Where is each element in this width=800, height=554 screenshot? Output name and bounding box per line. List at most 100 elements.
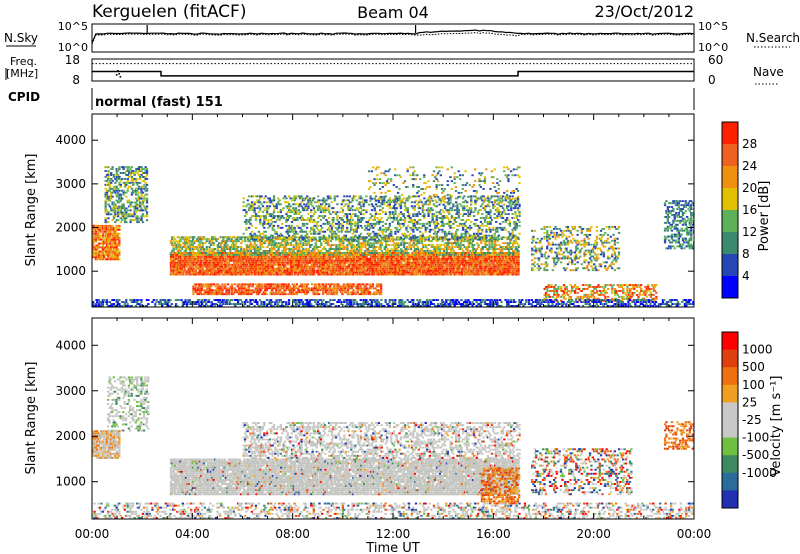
power-echo bbox=[420, 257, 424, 260]
power-echo bbox=[375, 261, 378, 264]
power-echo bbox=[295, 255, 298, 258]
power-echo bbox=[194, 246, 197, 248]
power-echo bbox=[418, 265, 421, 268]
power-echo bbox=[476, 259, 479, 262]
power-echo bbox=[274, 271, 277, 274]
power-echo bbox=[368, 265, 371, 268]
power-echo bbox=[92, 244, 95, 247]
power-echo bbox=[382, 269, 385, 272]
power-echo bbox=[419, 273, 422, 276]
power-echo bbox=[212, 263, 215, 266]
power-echo bbox=[247, 253, 250, 256]
power-echo bbox=[430, 267, 433, 270]
power-echo bbox=[470, 253, 473, 256]
power-echo bbox=[455, 261, 458, 264]
power-echo bbox=[340, 240, 344, 243]
power-echo bbox=[293, 257, 297, 260]
power-echo bbox=[282, 246, 286, 248]
power-echo bbox=[434, 273, 437, 276]
power-echo bbox=[198, 238, 201, 241]
power-echo bbox=[247, 259, 250, 262]
power-echo bbox=[277, 252, 280, 254]
power-echo bbox=[169, 257, 173, 260]
power-echo bbox=[141, 191, 145, 194]
power-echo bbox=[269, 261, 272, 264]
power-echo bbox=[200, 269, 203, 272]
power-echo bbox=[383, 252, 386, 254]
power-echo bbox=[307, 265, 310, 268]
power-echo bbox=[197, 265, 200, 268]
power-echo bbox=[438, 246, 442, 248]
power-echo bbox=[94, 248, 98, 251]
power-echo bbox=[133, 209, 136, 212]
power-echo bbox=[361, 261, 364, 264]
power-echo bbox=[269, 265, 272, 268]
power-echo bbox=[500, 246, 504, 248]
power-echo bbox=[263, 221, 266, 223]
power-echo bbox=[213, 271, 217, 274]
power-echo bbox=[494, 255, 497, 258]
power-echo bbox=[327, 263, 330, 266]
power-echo bbox=[209, 240, 213, 243]
power-echo bbox=[436, 263, 439, 266]
power-echo bbox=[109, 256, 113, 259]
power-echo bbox=[180, 248, 184, 250]
power-echo bbox=[256, 248, 259, 250]
power-echo bbox=[300, 259, 304, 262]
power-echo bbox=[467, 259, 470, 262]
power-echo bbox=[129, 203, 132, 206]
nsearch-tick-bottom: 10^0 bbox=[698, 41, 728, 54]
power-echo bbox=[393, 253, 396, 256]
power-echo bbox=[506, 242, 509, 245]
power-echo bbox=[345, 269, 348, 272]
power-echo bbox=[307, 259, 310, 262]
power-echo bbox=[247, 250, 250, 252]
power-echo bbox=[259, 195, 262, 198]
power-echo bbox=[306, 269, 309, 272]
power-echo bbox=[402, 238, 406, 241]
power-echo bbox=[266, 201, 269, 204]
power-echo bbox=[169, 253, 173, 256]
power-echo bbox=[375, 240, 378, 243]
power-echo bbox=[236, 248, 239, 250]
power-echo bbox=[400, 267, 403, 270]
power-echo bbox=[183, 242, 186, 245]
power-echo bbox=[419, 253, 422, 256]
power-echo bbox=[247, 257, 250, 260]
power-echo bbox=[407, 257, 410, 260]
power-echo bbox=[241, 263, 244, 266]
power-echo bbox=[218, 257, 221, 260]
power-echo bbox=[400, 271, 403, 274]
power-echo bbox=[186, 248, 189, 250]
power-echo bbox=[111, 250, 114, 253]
power-echo bbox=[318, 263, 322, 266]
power-echo bbox=[266, 222, 269, 225]
power-echo bbox=[244, 273, 247, 276]
power-echo bbox=[436, 255, 439, 258]
power-echo bbox=[389, 257, 392, 260]
power-echo bbox=[423, 261, 426, 264]
power-echo bbox=[459, 261, 462, 264]
power-echo bbox=[250, 195, 254, 198]
power-echo bbox=[98, 246, 102, 249]
power-echo bbox=[485, 240, 488, 243]
power-echo bbox=[371, 255, 374, 258]
power-echo bbox=[477, 255, 480, 258]
power-echo bbox=[220, 265, 224, 268]
power-echo bbox=[266, 261, 269, 264]
power-echo bbox=[305, 273, 308, 276]
power-echo bbox=[491, 255, 494, 258]
power-echo bbox=[136, 189, 139, 192]
power-echo bbox=[107, 246, 110, 249]
power-echo bbox=[190, 240, 193, 243]
power-echo bbox=[241, 273, 244, 276]
power-echo bbox=[119, 183, 122, 186]
power-echo bbox=[431, 273, 435, 276]
power-echo bbox=[128, 170, 131, 172]
power-echo bbox=[306, 267, 309, 270]
power-echo bbox=[471, 263, 475, 266]
power-echo bbox=[252, 257, 255, 260]
power-echo bbox=[325, 267, 328, 270]
power-echo bbox=[402, 273, 406, 276]
power-echo bbox=[198, 267, 201, 270]
